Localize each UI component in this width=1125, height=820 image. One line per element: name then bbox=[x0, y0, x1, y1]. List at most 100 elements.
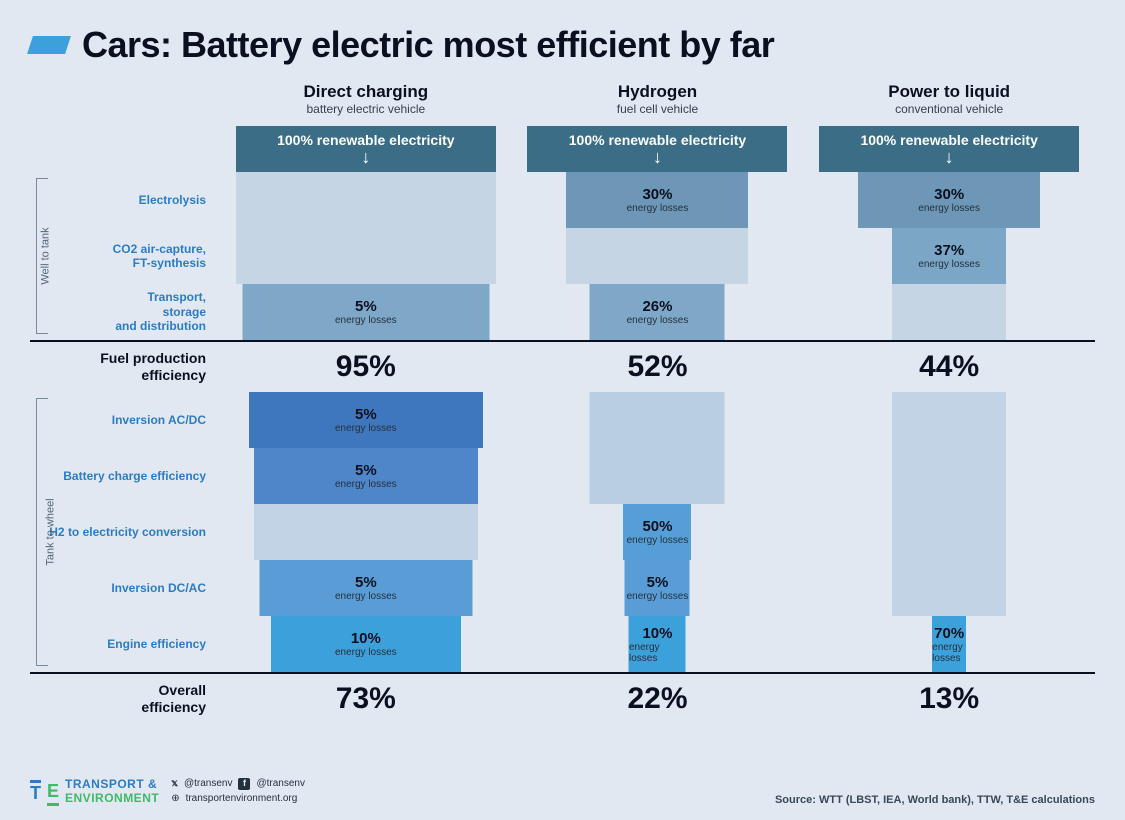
loss-sublabel: energy losses bbox=[627, 591, 689, 602]
funnel-cell: 100% renewable electricity↓ bbox=[512, 126, 804, 172]
row-label: Inversion DC/AC bbox=[30, 560, 220, 616]
funnel-step bbox=[803, 560, 1095, 616]
funnel-step: 5%energy losses bbox=[220, 284, 512, 340]
section-bracket-label: Tank to wheel bbox=[45, 498, 57, 565]
funnel-cell bbox=[220, 172, 512, 228]
funnel-step: 10%energy losses bbox=[220, 616, 512, 672]
funnel-cell bbox=[803, 504, 1095, 560]
loss-sublabel: energy losses bbox=[918, 259, 980, 270]
funnel-loss-bar: 26%energy losses bbox=[590, 284, 725, 340]
funnel-ghost-bar bbox=[892, 560, 1006, 616]
funnel-cell: 10%energy losses bbox=[512, 616, 804, 672]
row-label: Inversion AC/DC bbox=[30, 392, 220, 448]
row-label: Electrolysis bbox=[30, 172, 220, 228]
funnel-cell: 5%energy losses bbox=[220, 560, 512, 616]
funnel-cell bbox=[220, 504, 512, 560]
funnel-cell bbox=[803, 448, 1095, 504]
column-title: Power to liquid bbox=[803, 82, 1095, 102]
row-label: Battery charge efficiency bbox=[30, 448, 220, 504]
brand-line1: TRANSPORT & bbox=[65, 777, 159, 791]
funnel-loss-bar: 5%energy losses bbox=[625, 560, 690, 616]
loss-sublabel: energy losses bbox=[335, 479, 397, 490]
funnel-step: 37%energy losses bbox=[803, 228, 1095, 284]
funnel-header-label: 100% renewable electricity bbox=[569, 132, 746, 148]
summary-label: Overallefficiency bbox=[30, 672, 220, 724]
funnel-cell bbox=[512, 392, 804, 448]
funnel-ghost-bar bbox=[236, 228, 496, 284]
section-bracket: Tank to wheel bbox=[36, 398, 48, 666]
loss-value: 5% bbox=[355, 462, 377, 479]
funnel-cell bbox=[512, 448, 804, 504]
funnel-step bbox=[220, 172, 512, 228]
funnel-step: 5%energy losses bbox=[220, 392, 512, 448]
loss-value: 5% bbox=[647, 574, 669, 591]
loss-sublabel: energy losses bbox=[335, 423, 397, 434]
down-arrow-icon: ↓ bbox=[653, 148, 662, 166]
spacer bbox=[30, 126, 220, 172]
funnel-cell: 37%energy losses bbox=[803, 228, 1095, 284]
funnel-step: 5%energy losses bbox=[220, 448, 512, 504]
page-title: Cars: Battery electric most efficient by… bbox=[82, 24, 774, 66]
column-subtitle: conventional vehicle bbox=[803, 102, 1095, 116]
funnel-cell bbox=[803, 392, 1095, 448]
funnel-step bbox=[803, 448, 1095, 504]
brand-logo: T bbox=[30, 780, 41, 801]
funnel-cell bbox=[803, 560, 1095, 616]
section-bracket: Well to tank bbox=[36, 178, 48, 334]
loss-value: 5% bbox=[355, 298, 377, 315]
title-row: Cars: Battery electric most efficient by… bbox=[30, 24, 1095, 66]
column-header: Hydrogenfuel cell vehicle bbox=[512, 76, 804, 126]
summary-label: Fuel productionefficiency bbox=[30, 340, 220, 392]
funnel-step: 26%energy losses bbox=[512, 284, 804, 340]
funnel-header-label: 100% renewable electricity bbox=[277, 132, 454, 148]
loss-sublabel: energy losses bbox=[627, 535, 689, 546]
funnel-cell: 5%energy losses bbox=[512, 560, 804, 616]
funnel-ghost-bar bbox=[254, 504, 478, 560]
funnel-cell: 70%energy losses bbox=[803, 616, 1095, 672]
funnel-cell: 5%energy losses bbox=[220, 284, 512, 340]
row-label-text: Electrolysis bbox=[139, 193, 206, 207]
loss-sublabel: energy losses bbox=[932, 642, 966, 664]
funnel-step bbox=[220, 228, 512, 284]
funnel-step: 10%energy losses bbox=[512, 616, 804, 672]
funnel-step bbox=[512, 448, 804, 504]
spacer bbox=[30, 76, 220, 126]
section-bracket-label: Well to tank bbox=[40, 227, 52, 284]
funnel-ghost-bar bbox=[892, 448, 1006, 504]
loss-sublabel: energy losses bbox=[335, 647, 397, 658]
funnel-cell: 10%energy losses bbox=[220, 616, 512, 672]
funnel-step: 30%energy losses bbox=[512, 172, 804, 228]
column-subtitle: fuel cell vehicle bbox=[512, 102, 804, 116]
funnel-loss-bar: 5%energy losses bbox=[249, 392, 483, 448]
row-label-text: Engine efficiency bbox=[107, 637, 206, 651]
summary-label-text: Fuel productionefficiency bbox=[100, 350, 206, 384]
funnel-cell: 5%energy losses bbox=[220, 392, 512, 448]
row-label-text: Inversion AC/DC bbox=[112, 413, 206, 427]
funnel-ghost-bar bbox=[892, 504, 1006, 560]
funnel-loss-bar: 37%energy losses bbox=[892, 228, 1006, 284]
column-header: Power to liquidconventional vehicle bbox=[803, 76, 1095, 126]
summary-value: 13% bbox=[803, 672, 1095, 724]
brand-logo-e: E bbox=[47, 781, 59, 802]
facebook-handle: @transenv bbox=[256, 776, 305, 791]
funnel-step bbox=[220, 504, 512, 560]
source-text: Source: WTT (LBST, IEA, World bank), TTW… bbox=[775, 794, 1095, 806]
funnel-header-label: 100% renewable electricity bbox=[860, 132, 1037, 148]
funnel-cell: 100% renewable electricity↓ bbox=[220, 126, 512, 172]
funnel-ghost-bar bbox=[566, 228, 748, 284]
column-subtitle: battery electric vehicle bbox=[220, 102, 512, 116]
brand-line2: ENVIRONMENT bbox=[65, 791, 159, 805]
funnel-step: 100% renewable electricity↓ bbox=[220, 126, 512, 172]
twitter-handle: @transenv bbox=[184, 776, 233, 791]
funnel-step bbox=[512, 392, 804, 448]
funnel-step: 100% renewable electricity↓ bbox=[512, 126, 804, 172]
funnel-ghost-bar bbox=[590, 448, 725, 504]
loss-value: 30% bbox=[934, 186, 964, 203]
funnel-loss-bar: 10%energy losses bbox=[629, 616, 686, 672]
funnel-loss-bar: 70%energy losses bbox=[932, 616, 966, 672]
socials: 𝕩 @transenv f @transenv ⊕ transportenvir… bbox=[171, 776, 305, 806]
funnel-loss-bar: 5%energy losses bbox=[254, 448, 478, 504]
loss-value: 70% bbox=[934, 625, 964, 642]
loss-value: 10% bbox=[642, 625, 672, 642]
funnel-ghost-bar bbox=[892, 284, 1006, 340]
